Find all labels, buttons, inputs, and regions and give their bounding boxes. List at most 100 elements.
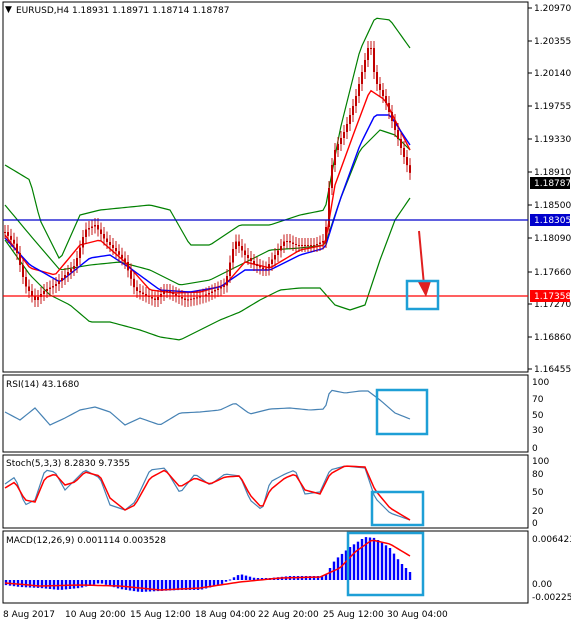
rsi-tick: 50 [532,411,544,421]
candle-body [22,265,24,277]
candle-body [163,291,165,294]
rsi-tick: 100 [532,378,549,388]
macd-histogram-bar [392,553,396,580]
candle-body [31,291,33,296]
macd-histogram-bar [232,577,236,580]
candle-body [229,262,231,276]
candle-body [58,281,60,284]
candle-body [43,291,45,294]
macd-histogram-bar [216,580,220,586]
candle-body [376,72,378,84]
macd-histogram-bar [368,537,372,580]
candle-body [37,297,39,300]
macd-histogram-bar [132,580,136,592]
bollinger-upper [4,17,411,259]
macd-histogram-bar [224,580,228,582]
macd-histogram-bar [164,580,168,591]
candle-body [112,245,114,248]
stoch-signal-line [4,465,411,521]
ma-blue-line [4,114,411,293]
macd-histogram-bar [168,580,172,591]
candle-body [298,245,300,246]
candle-body [136,287,138,291]
last-price-badge: 1.18787 [530,177,571,189]
macd-histogram-bar [360,539,364,580]
candle-body [409,165,411,173]
candle-body [286,241,288,242]
candle-body [205,294,207,296]
macd-title: MACD(12,26,9) 0.001114 0.003528 [6,536,166,546]
candle-body [220,287,222,289]
candle-body [316,244,318,245]
rsi-axis: 100 70 50 30 0 [532,378,549,454]
macd-histogram-bar [312,576,316,580]
candle-body [10,235,12,240]
candle-body [196,297,198,299]
candle-body [157,297,159,300]
candle-body [169,291,171,293]
macd-histogram-bar [88,580,92,586]
candle-body [154,298,156,300]
candle-body [289,241,291,243]
macd-histogram-bar [40,580,44,589]
macd-panel[interactable] [2,530,529,604]
candle-body [121,254,123,259]
candle-body [193,298,195,300]
candle-body [355,96,357,106]
candle-body [232,249,234,263]
candle-body [76,258,78,266]
candle-body [55,284,57,286]
macd-histogram-bar [384,545,388,580]
candle-body [379,84,381,90]
time-tick: 30 Aug 04:00 [387,610,448,620]
candle-body [265,268,267,270]
candle-body [118,251,120,255]
candle-body [190,298,192,300]
candle-body [208,293,210,295]
candle-body [292,242,294,244]
macd-histogram-bar [104,580,108,585]
stoch-panel[interactable] [2,454,529,529]
macd-histogram-bar [96,580,100,584]
candle-body [382,90,384,96]
candle-body [52,286,54,288]
macd-histogram-bar [24,580,28,588]
candle-body [280,246,282,251]
macd-histogram-bar [112,580,116,588]
candle-body [256,264,258,266]
rsi-tick: 70 [532,395,544,405]
macd-histogram-bar [324,574,328,580]
candle-body [388,103,390,112]
price-tick: 1.17270 [534,300,571,310]
candle-body [79,247,81,258]
macd-histogram-bar [116,580,120,589]
price-tick: 1.20355 [534,37,571,47]
time-tick: 25 Aug 12:00 [323,610,384,620]
macd-histogram-bar [248,576,252,580]
candle-body [13,239,15,244]
macd-histogram-bar [76,580,80,589]
candle-body [67,272,69,275]
candle-body [34,295,36,300]
candle-body [259,266,261,268]
macd-histogram-bar [380,542,384,580]
candle-body [133,278,135,288]
svg-text:1.18305: 1.18305 [534,216,571,226]
main-chart-panel[interactable] [2,1,529,373]
candle-body [115,248,117,252]
candle-body [223,285,225,287]
macd-histogram-bar [372,537,376,580]
candle-body [364,60,366,72]
macd-histogram-bar [20,580,24,588]
stoch-tick: 80 [532,470,544,480]
macd-histogram-bar [148,580,152,592]
rsi-panel[interactable] [2,374,529,453]
candle-body [310,245,312,246]
candle-body [283,241,285,246]
stoch-tick: 20 [532,507,544,517]
main-title-arrow-icon: ▼ [5,5,12,15]
candle-body [49,287,51,289]
candle-body [304,245,306,246]
svg-text:1.18787: 1.18787 [534,179,571,189]
